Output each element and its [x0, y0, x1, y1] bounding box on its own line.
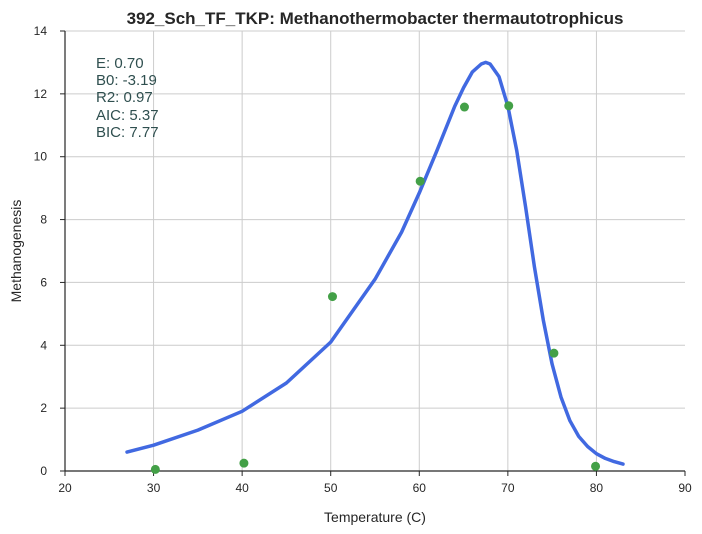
data-points — [150, 101, 601, 474]
y-tick-label: 4 — [40, 338, 47, 352]
data-point — [415, 176, 425, 186]
x-tick-label: 80 — [590, 481, 604, 495]
data-point — [239, 458, 249, 468]
plot-background — [65, 31, 685, 471]
stat-r2: R2: 0.97 — [96, 89, 153, 106]
data-point — [549, 348, 559, 358]
x-tick-label: 20 — [58, 481, 72, 495]
x-axis-label: Temperature (C) — [324, 509, 426, 525]
stat-bic: BIC: 7.77 — [96, 124, 159, 141]
y-tick-label: 0 — [40, 464, 47, 478]
y-tick-label: 10 — [34, 150, 48, 164]
axes — [60, 30, 686, 476]
y-axis-label: Methanogenesis — [8, 200, 24, 303]
y-tick-label: 12 — [34, 87, 48, 101]
data-point — [504, 101, 514, 111]
y-tick-label: 8 — [40, 213, 47, 227]
stat-b0: B0: -3.19 — [96, 72, 157, 89]
chart-title: 392_Sch_TF_TKP: Methanothermobacter ther… — [127, 9, 624, 28]
x-tick-label: 70 — [501, 481, 515, 495]
x-tick-label: 30 — [147, 481, 161, 495]
data-point — [459, 102, 469, 112]
data-point — [591, 461, 601, 471]
grid — [65, 30, 685, 471]
y-tick-label: 2 — [40, 401, 47, 415]
data-point — [150, 464, 160, 474]
x-tick-label: 90 — [678, 481, 692, 495]
y-tick-label: 14 — [34, 24, 48, 38]
data-point — [327, 292, 337, 302]
stat-aic: AIC: 5.37 — [96, 107, 159, 124]
x-tick-label: 40 — [235, 481, 249, 495]
y-tick-label: 6 — [40, 275, 47, 289]
x-tick-label: 50 — [324, 481, 338, 495]
tick-labels: 20 30 40 50 60 70 80 90 0 2 4 6 8 10 12 14 — [34, 24, 692, 495]
fit-curve-line — [125, 60, 625, 466]
stat-e: E: 0.70 — [96, 55, 144, 72]
x-tick-label: 60 — [413, 481, 427, 495]
